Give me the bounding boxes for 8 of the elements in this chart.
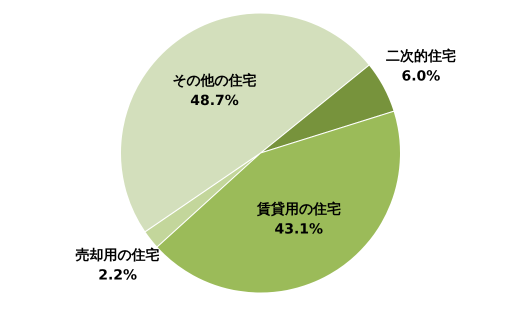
data-label: 6.0% <box>401 68 440 85</box>
slice-label: その他の住宅 <box>172 72 257 89</box>
data-label: 43.1% <box>274 221 324 238</box>
slice-label: 売却用の住宅 <box>76 246 160 264</box>
slice-label: 二次的住宅 <box>386 48 456 65</box>
slice-label: 賃貸用の住宅 <box>256 200 341 218</box>
data-label: 48.7% <box>190 92 239 109</box>
data-label: 2.2% <box>98 267 138 284</box>
